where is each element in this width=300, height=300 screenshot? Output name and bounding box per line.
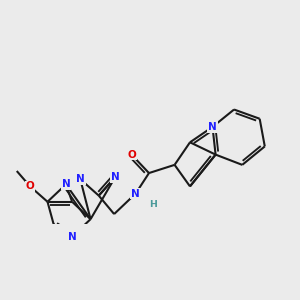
Text: O: O	[127, 150, 136, 160]
Text: H: H	[149, 200, 157, 209]
Text: N: N	[131, 189, 140, 199]
Text: N: N	[111, 172, 119, 182]
Text: N: N	[61, 179, 70, 189]
Text: N: N	[68, 232, 76, 242]
Text: N: N	[76, 174, 85, 184]
Text: N: N	[208, 122, 217, 132]
Text: O: O	[26, 182, 34, 191]
